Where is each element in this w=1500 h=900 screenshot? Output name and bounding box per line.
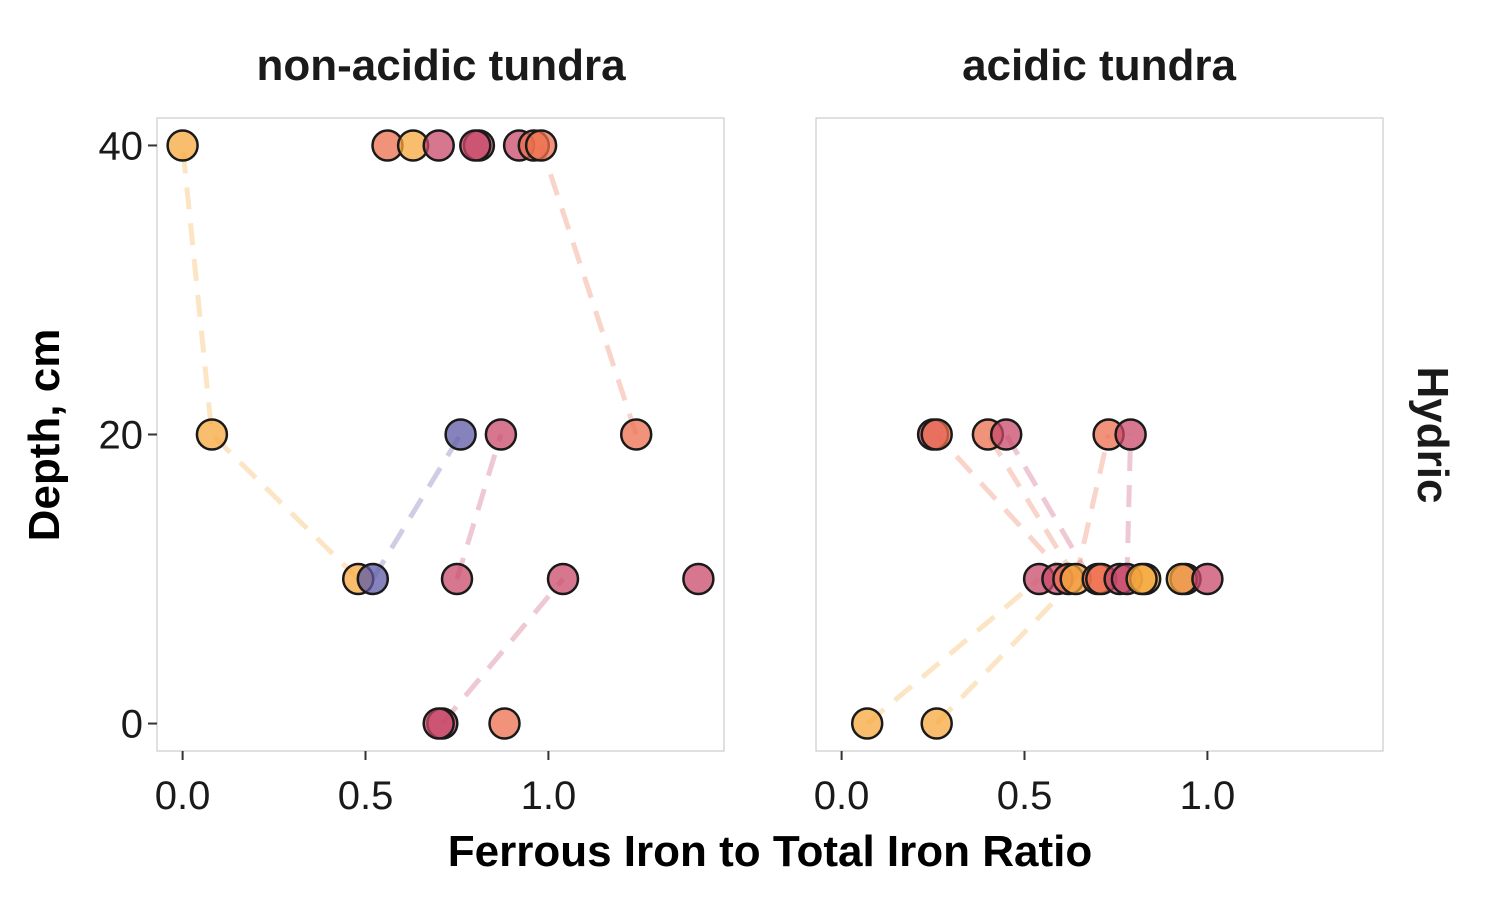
panel-acidic-tundra: acidic tundra 0.0 0.5 1.0 xyxy=(814,41,1384,818)
x-tick-label: 0.5 xyxy=(997,774,1053,818)
data-point xyxy=(484,418,518,451)
data-point xyxy=(682,562,715,596)
points-layer xyxy=(850,418,1224,740)
data-point xyxy=(488,707,521,740)
connector-line xyxy=(454,433,504,580)
data-point xyxy=(440,562,474,596)
y-axis-title: Depth, cm xyxy=(20,329,69,542)
data-point xyxy=(989,418,1023,451)
data-point xyxy=(850,707,884,740)
panel-title: non-acidic tundra xyxy=(256,41,626,90)
connector-line xyxy=(538,144,639,436)
data-point xyxy=(444,418,477,451)
points-layer xyxy=(166,129,715,740)
y-tick-label: 20 xyxy=(99,414,144,458)
x-axis: 0.0 0.5 1.0 xyxy=(155,751,576,818)
data-point xyxy=(422,129,455,162)
data-point xyxy=(1114,418,1147,451)
connector-line xyxy=(1073,433,1112,580)
x-tick-label: 0.0 xyxy=(155,774,211,818)
data-point xyxy=(1191,562,1224,596)
row-strip-label: Hydric xyxy=(1408,367,1457,504)
data-point xyxy=(422,707,455,740)
x-axis-title: Ferrous Iron to Total Iron Ratio xyxy=(448,827,1093,876)
x-tick-label: 0.0 xyxy=(814,774,870,818)
data-point xyxy=(920,418,953,451)
x-tick-label: 0.5 xyxy=(338,774,394,818)
connector-line xyxy=(865,577,1041,726)
connector-line xyxy=(934,432,1071,581)
connector-line xyxy=(440,577,565,726)
connector-line xyxy=(985,433,1078,581)
data-point xyxy=(166,129,199,162)
links-layer xyxy=(865,432,1134,726)
connector-line xyxy=(1004,433,1093,581)
y-tick-label: 0 xyxy=(121,703,143,747)
connector-line xyxy=(180,145,360,581)
connector-line xyxy=(1124,434,1134,580)
data-point xyxy=(546,562,580,596)
x-tick-label: 1.0 xyxy=(1180,774,1236,818)
y-axis: 0 20 40 xyxy=(99,124,157,747)
panel-non-acidic-tundra: non-acidic tundra 0.0 0.5 1.0 0 20 40 xyxy=(99,41,725,818)
panel-title: acidic tundra xyxy=(962,41,1236,90)
data-point xyxy=(459,129,492,162)
data-point xyxy=(195,418,229,451)
data-point xyxy=(920,707,953,740)
x-axis: 0.0 0.5 1.0 xyxy=(814,751,1235,818)
data-point xyxy=(1125,562,1158,596)
data-point xyxy=(356,562,390,596)
data-point xyxy=(619,418,653,451)
data-point xyxy=(524,129,558,162)
links-layer xyxy=(180,144,639,726)
x-tick-label: 1.0 xyxy=(521,774,577,818)
y-tick-label: 40 xyxy=(99,124,144,168)
connector-line xyxy=(370,433,463,581)
